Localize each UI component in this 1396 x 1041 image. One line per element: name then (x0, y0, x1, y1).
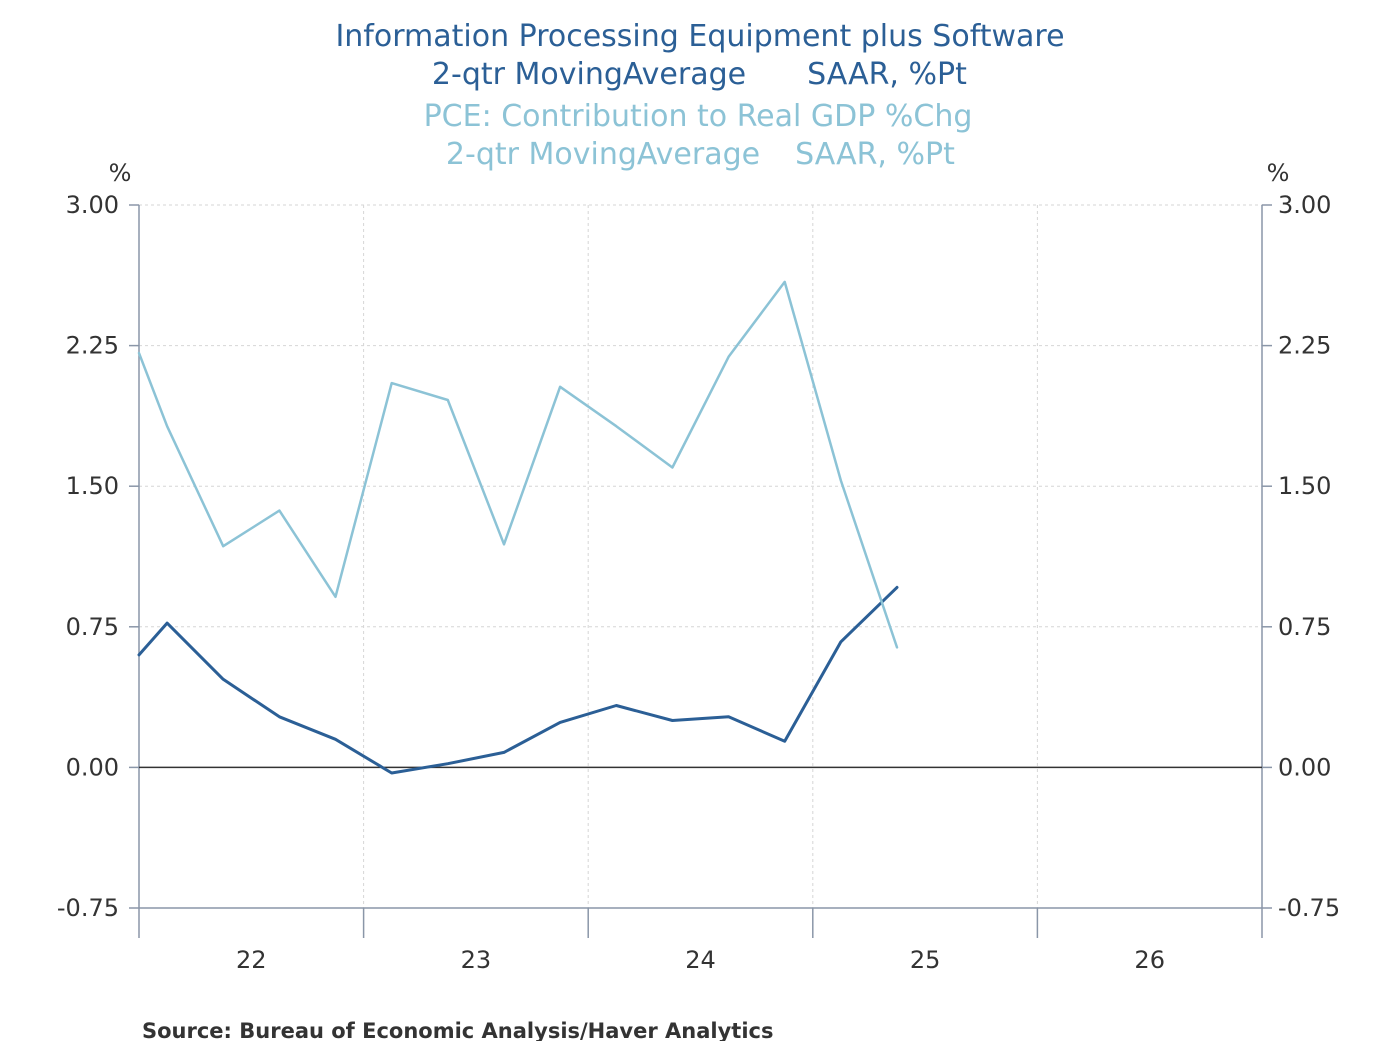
x-tick-label: 25 (910, 946, 941, 974)
source-note: Source: Bureau of Economic Analysis/Have… (142, 1019, 773, 1041)
x-tick-label: 23 (461, 946, 492, 974)
x-tick-label: 24 (685, 946, 716, 974)
x-tick-label: 22 (236, 946, 267, 974)
y-tick-label-right: 2.25 (1278, 332, 1331, 360)
y-tick-labels: 3.00 3.00 2.25 2.25 1.50 1.50 0.75 0.75 0.00 0.00… (57, 191, 1340, 922)
chart-title-line-4: PCE: Contribution to Real GDP %Chg (424, 99, 973, 134)
gridlines (139, 204, 1262, 909)
y-axis-right-unit: % (1267, 159, 1290, 187)
y-tick-label-right: 1.50 (1278, 472, 1331, 500)
y-tick-label-left: 3.00 (66, 191, 119, 219)
x-tick-label: 26 (1134, 946, 1165, 974)
series-lines (137, 280, 899, 775)
y-tick-label-left: 1.50 (66, 472, 119, 500)
chart-title-line-2: 2-qtr MovingAverage (432, 57, 746, 92)
y-tick-label-left: 2.25 (66, 332, 119, 360)
series-line-info-processing (137, 585, 899, 775)
chart-title-line-5: 2-qtr MovingAverage (446, 137, 760, 172)
series-line-pce (137, 280, 899, 649)
y-tick-label-left: 0.75 (66, 613, 119, 641)
axes (129, 204, 1272, 938)
y-tick-label-right: 0.00 (1278, 753, 1331, 781)
y-tick-label-right: 3.00 (1278, 191, 1331, 219)
x-tick-labels: 22 23 24 25 26 (236, 946, 1165, 974)
y-tick-label-left: -0.75 (57, 894, 119, 922)
y-axis-left-unit: % (109, 159, 132, 187)
y-tick-label-right: 0.75 (1278, 613, 1331, 641)
chart-title-line-6: SAAR, %Pt (795, 137, 955, 172)
chart-title-line-3: SAAR, %Pt (807, 57, 967, 92)
y-tick-label-right: -0.75 (1278, 894, 1340, 922)
y-tick-label-left: 0.00 (66, 753, 119, 781)
chart-title-line-1: Information Processing Equipment plus So… (335, 19, 1064, 54)
